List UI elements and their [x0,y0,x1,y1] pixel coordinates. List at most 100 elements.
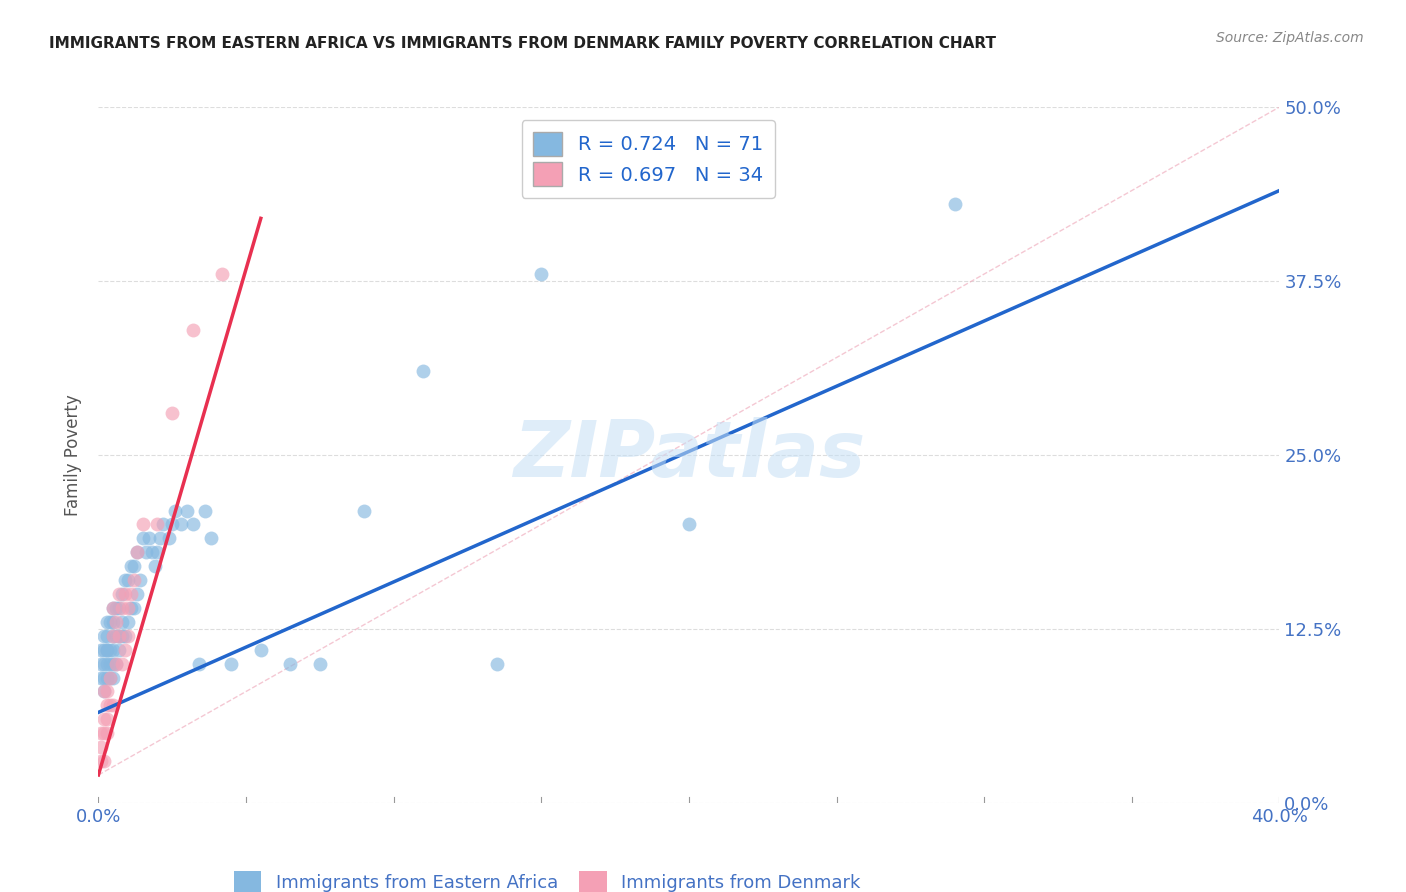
Point [98,642,121,657]
Point [120,559,142,574]
Point [157,532,180,546]
Point [93,629,115,643]
Point [103,657,125,671]
Point [138,532,160,546]
Point [96,629,118,643]
Point [146,545,169,559]
Point [96,657,118,671]
Point [165,503,187,517]
Point [120,601,142,615]
Point [187,657,209,671]
Point [90,726,112,740]
Point [412,364,434,378]
Point [128,573,150,587]
Point [114,642,136,657]
Point [103,629,125,643]
Text: ZIPatlas: ZIPatlas [513,417,865,493]
Point [96,615,118,629]
Point [105,657,128,671]
Point [96,684,118,698]
Point [103,629,125,643]
Point [162,517,183,532]
Point [117,629,139,643]
Point [108,601,131,615]
Point [103,615,125,629]
Point [96,726,118,740]
Point [93,657,115,671]
Point [93,642,115,657]
Point [111,587,134,601]
Point [486,657,509,671]
Point [93,712,115,726]
Point [181,517,204,532]
Point [90,671,112,685]
Point [219,657,242,671]
Point [250,642,273,657]
Point [90,642,112,657]
Point [98,657,121,671]
Point [111,657,134,671]
Point [98,615,121,629]
Point [103,698,125,713]
Point [125,545,148,559]
Point [93,684,115,698]
Point [111,615,134,629]
Point [132,532,155,546]
Point [105,601,128,615]
Point [114,587,136,601]
Text: Source: ZipAtlas.com: Source: ZipAtlas.com [1216,31,1364,45]
Point [122,573,145,587]
Point [108,629,131,643]
Y-axis label: Family Poverty: Family Poverty [65,394,83,516]
Point [152,517,174,532]
Point [90,657,112,671]
Point [211,267,233,281]
Point [162,406,183,420]
Point [111,601,134,615]
Point [98,671,121,685]
Point [943,197,966,211]
Point [98,671,121,685]
Point [117,601,139,615]
Point [90,740,112,755]
Point [181,323,204,337]
Point [93,754,115,768]
Point [114,573,136,587]
Point [120,587,142,601]
Point [530,267,553,281]
Point [122,601,145,615]
Point [96,642,118,657]
Point [96,642,118,657]
Point [117,615,139,629]
Point [103,671,125,685]
Legend: Immigrants from Eastern Africa, Immigrants from Denmark: Immigrants from Eastern Africa, Immigran… [226,864,868,892]
Point [96,712,118,726]
Point [278,657,302,671]
Point [111,629,134,643]
Point [309,657,332,671]
Point [125,545,148,559]
Point [170,517,193,532]
Point [105,629,128,643]
Point [141,545,163,559]
Point [103,601,125,615]
Point [90,754,112,768]
Point [105,657,128,671]
Point [122,559,145,574]
Point [114,629,136,643]
Point [98,698,121,713]
Point [108,642,131,657]
Point [143,559,166,574]
Point [96,698,118,713]
Point [149,532,172,546]
Point [93,684,115,698]
Point [93,726,115,740]
Point [108,629,131,643]
Point [103,601,125,615]
Point [103,642,125,657]
Point [108,587,131,601]
Text: IMMIGRANTS FROM EASTERN AFRICA VS IMMIGRANTS FROM DENMARK FAMILY POVERTY CORRELA: IMMIGRANTS FROM EASTERN AFRICA VS IMMIGR… [49,36,997,51]
Point [194,503,217,517]
Point [135,545,157,559]
Point [96,671,118,685]
